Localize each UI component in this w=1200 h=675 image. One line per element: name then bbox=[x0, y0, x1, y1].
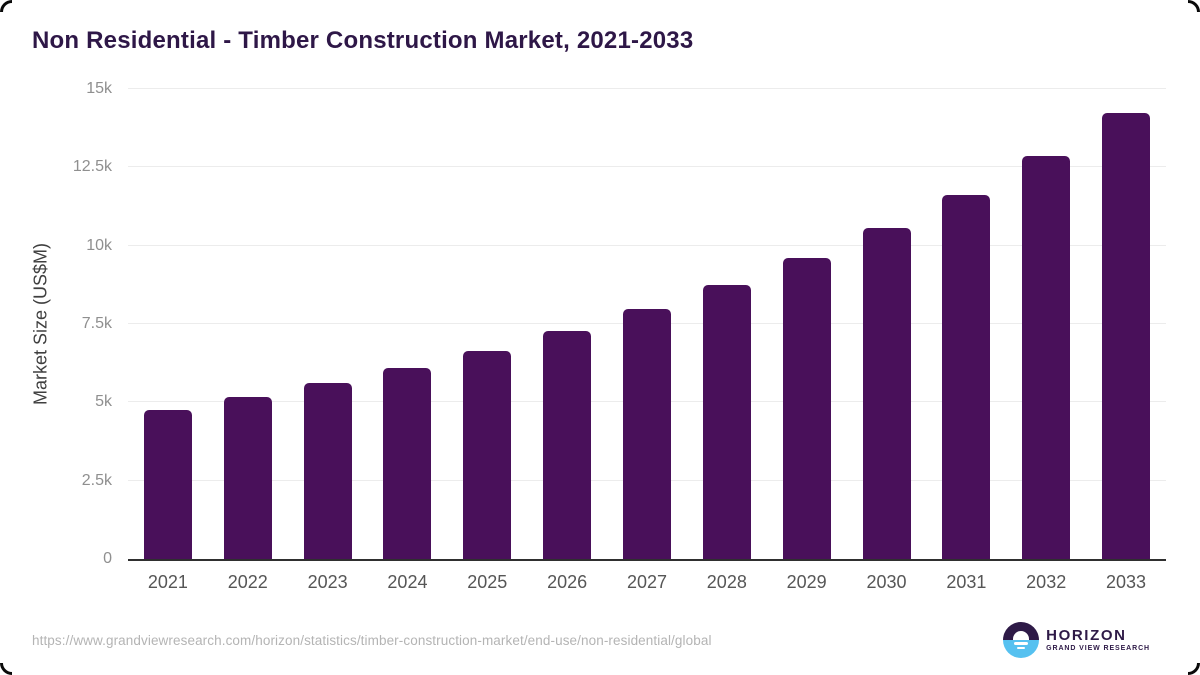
bar-2032[interactable] bbox=[1022, 156, 1071, 559]
bar-slot-2032 bbox=[1006, 89, 1086, 559]
bar-slot-2024 bbox=[368, 89, 448, 559]
bars-row bbox=[128, 89, 1166, 559]
y-tick-label-5k: 5k bbox=[95, 393, 112, 411]
logo-text: HORIZON GRAND VIEW RESEARCH bbox=[1046, 626, 1150, 653]
y-tick-label-15k: 15k bbox=[86, 80, 112, 97]
bar-2030[interactable] bbox=[862, 227, 911, 559]
bar-slot-2027 bbox=[607, 89, 687, 559]
gridline-10k bbox=[128, 244, 1166, 246]
bar-2031[interactable] bbox=[942, 194, 991, 559]
y-tick-label-7.5k: 7.5k bbox=[81, 315, 112, 332]
reflection-line-2 bbox=[1017, 646, 1026, 649]
horizon-logo: HORIZON GRAND VIEW RESEARCH bbox=[1003, 622, 1150, 658]
frame-corner-bottom-right bbox=[1188, 663, 1200, 675]
bar-slot-2022 bbox=[208, 89, 288, 559]
bar-2028[interactable] bbox=[702, 284, 751, 559]
gridline-15k bbox=[128, 88, 1166, 89]
frame-corner-top-left bbox=[0, 0, 12, 12]
horizon-sun-icon bbox=[1003, 622, 1040, 658]
footer: https://www.grandviewresearch.com/horizo… bbox=[32, 620, 1150, 660]
x-tick-label-2026: 2026 bbox=[547, 572, 588, 592]
plot-area bbox=[128, 88, 1166, 561]
x-tick-label-2025: 2025 bbox=[467, 572, 508, 592]
bar-2026[interactable] bbox=[543, 330, 592, 559]
x-tick-label-2030: 2030 bbox=[866, 572, 907, 592]
bar-2022[interactable] bbox=[223, 397, 272, 559]
bar-slot-2033 bbox=[1086, 89, 1166, 559]
x-tick-label-2027: 2027 bbox=[626, 572, 667, 592]
chart-title: Non Residential - Timber Construction Ma… bbox=[32, 27, 694, 54]
x-tick-label-2024: 2024 bbox=[387, 572, 428, 592]
frame-corner-top-right bbox=[1188, 0, 1200, 12]
source-url: https://www.grandviewresearch.com/horizo… bbox=[32, 632, 712, 648]
y-tick-label-2.5k: 2.5k bbox=[81, 471, 112, 489]
bar-2023[interactable] bbox=[303, 383, 352, 559]
bar-slot-2025 bbox=[447, 89, 527, 559]
bar-slot-2026 bbox=[527, 89, 607, 559]
x-tick-label-2033: 2033 bbox=[1106, 572, 1147, 592]
x-tick-label-2021: 2021 bbox=[147, 572, 188, 592]
bar-2024[interactable] bbox=[383, 367, 432, 559]
x-tick-label-2022: 2022 bbox=[227, 572, 268, 592]
y-axis-labels: 0 2.5k 5k 7.5k 10k 12.5k 15k bbox=[0, 80, 112, 567]
y-tick-label-0: 0 bbox=[103, 550, 112, 567]
x-tick-label-2032: 2032 bbox=[1026, 572, 1067, 592]
bar-2021[interactable] bbox=[143, 410, 192, 559]
x-axis-labels: 2021 2022 2023 2024 2025 2026 2027 2028 2029 2030… bbox=[128, 572, 1166, 593]
logo-subtitle: GRAND VIEW RESEARCH bbox=[1046, 645, 1150, 653]
sun-dome-shape bbox=[1013, 631, 1030, 640]
x-tick-label-2031: 2031 bbox=[946, 572, 987, 592]
bar-slot-2028 bbox=[687, 89, 767, 559]
x-tick-label-2028: 2028 bbox=[706, 572, 747, 592]
bar-slot-2021 bbox=[128, 89, 208, 559]
y-tick-label-10k: 10k bbox=[86, 236, 112, 254]
x-tick-label-2023: 2023 bbox=[307, 572, 348, 592]
bar-slot-2023 bbox=[288, 89, 368, 559]
x-tick-label-2029: 2029 bbox=[786, 572, 827, 592]
bar-2029[interactable] bbox=[782, 257, 831, 559]
gridline-12.5k bbox=[128, 166, 1166, 168]
reflection-line-1 bbox=[1014, 642, 1029, 645]
logo-name: HORIZON bbox=[1046, 626, 1127, 644]
bar-2027[interactable] bbox=[622, 308, 671, 559]
bar-2025[interactable] bbox=[463, 350, 512, 559]
bar-slot-2031 bbox=[926, 89, 1006, 559]
bar-slot-2029 bbox=[767, 89, 847, 559]
bar-2033[interactable] bbox=[1102, 112, 1151, 559]
frame-corner-bottom-left bbox=[0, 663, 12, 675]
bar-slot-2030 bbox=[847, 89, 927, 559]
y-tick-label-12.5k: 12.5k bbox=[72, 158, 112, 176]
